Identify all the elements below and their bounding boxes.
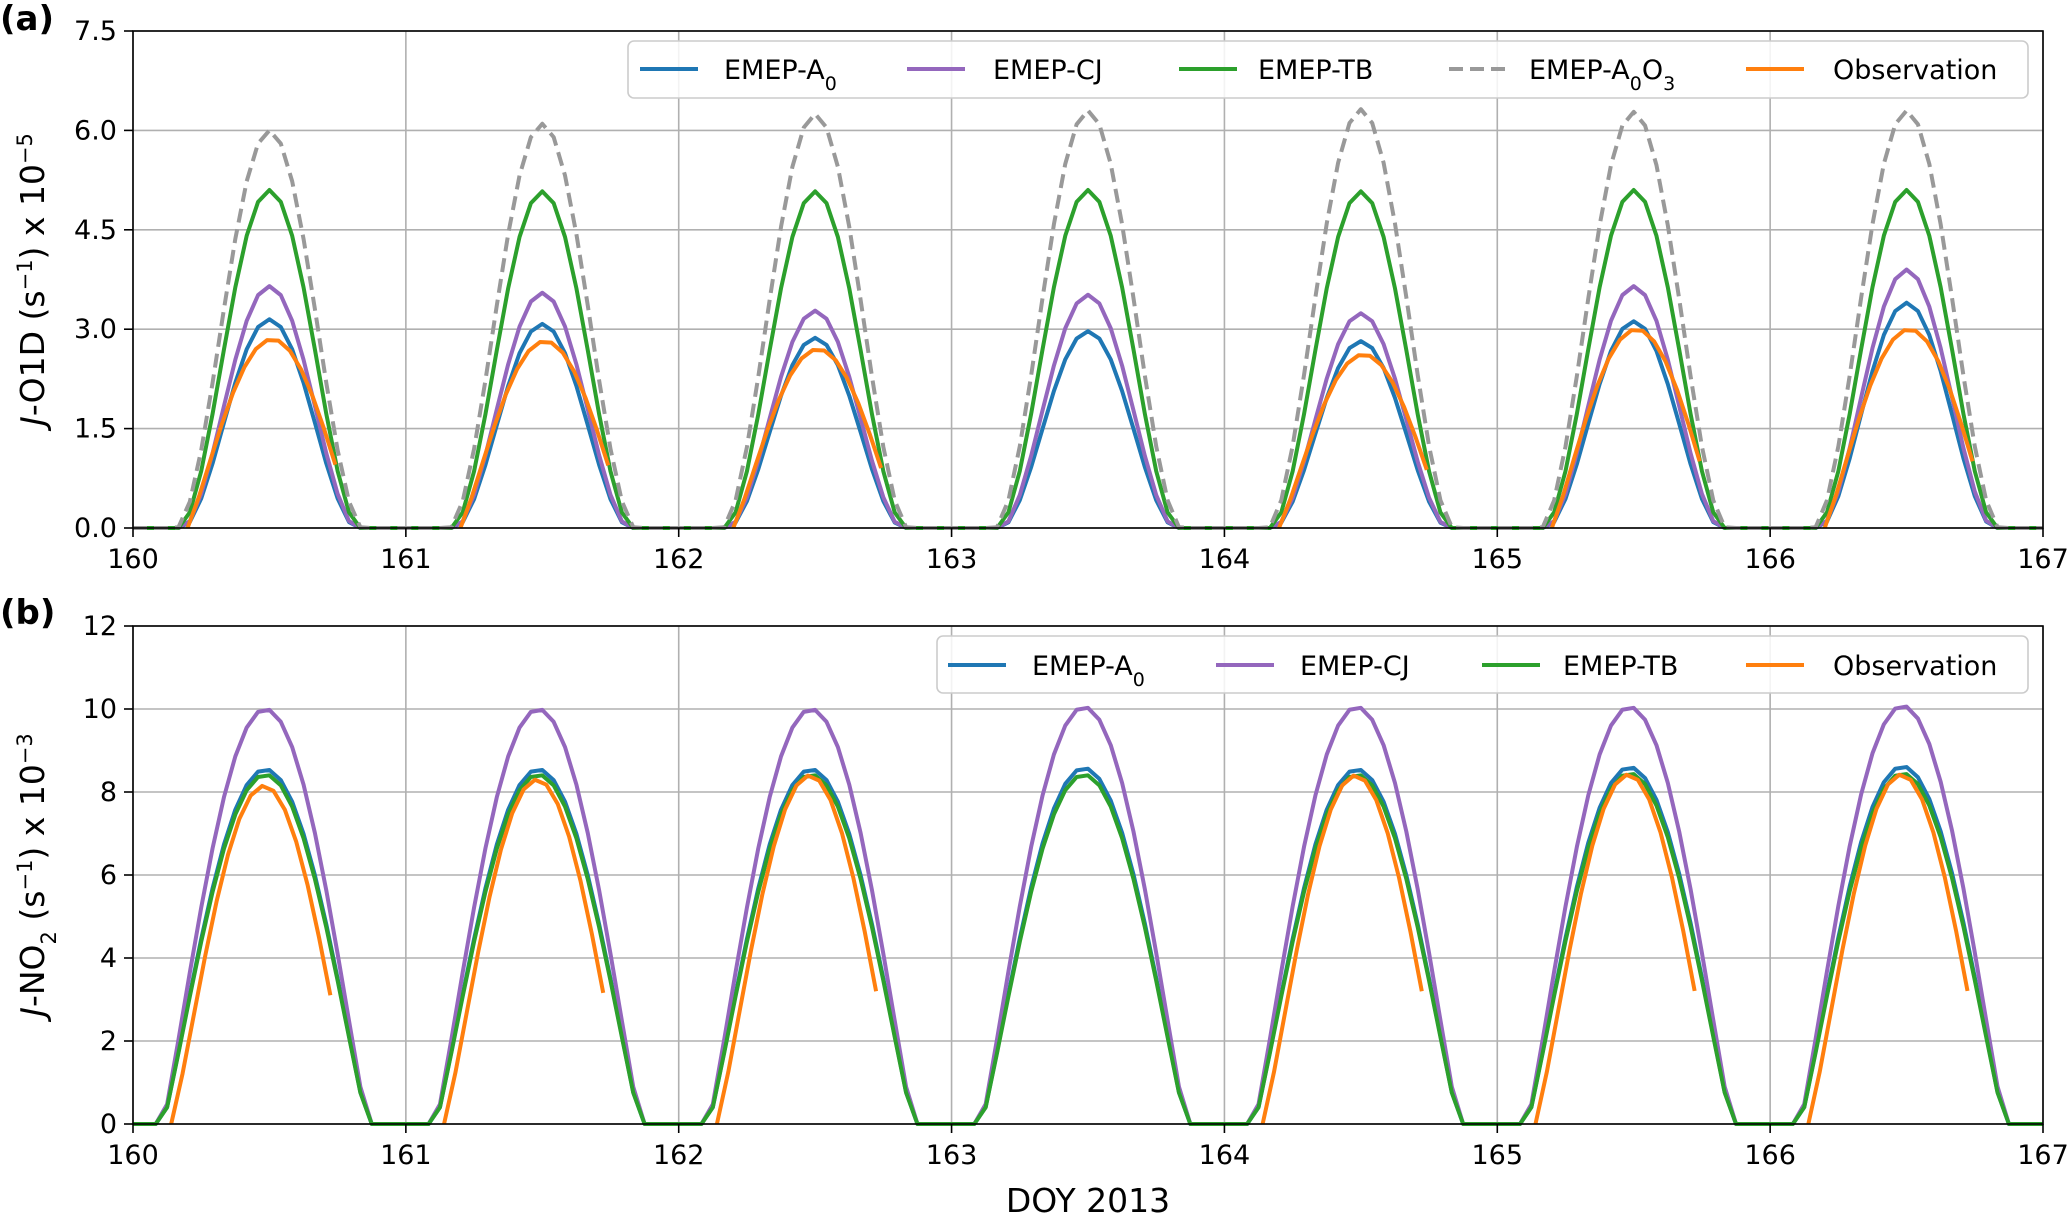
panel-b-series bbox=[133, 704, 2043, 1126]
panel-a-label: (a) bbox=[0, 0, 54, 39]
series-emep-a- bbox=[133, 765, 2043, 1126]
panel-a-axes-frame bbox=[132, 30, 2044, 529]
observation-day-segment bbox=[1806, 772, 1970, 1125]
series-emep-tb bbox=[133, 772, 2043, 1126]
x-tick-label: 162 bbox=[653, 1140, 705, 1171]
legend-label-emep-tb: EMEP-TB bbox=[1258, 55, 1373, 86]
x-tick-label: 161 bbox=[380, 1140, 432, 1171]
series-emep-tb bbox=[133, 188, 2043, 530]
x-tick-label: 163 bbox=[926, 1140, 978, 1171]
y-tick-label: 3.0 bbox=[74, 314, 117, 345]
series-emep-tb-line bbox=[133, 188, 2043, 530]
observation-day-segment bbox=[1822, 328, 1975, 529]
x-tick-label: 167 bbox=[2017, 1140, 2067, 1171]
x-tick-label: 160 bbox=[107, 1140, 159, 1171]
x-tick-label: 161 bbox=[380, 544, 432, 575]
panel-a-jo1d: 160 161 162 163 164 165 166 167 0.0 1.5 3.0 4.5 6.0 7… bbox=[0, 0, 2067, 575]
panel-a-ticks: 160 161 162 163 164 165 166 167 0.0 1.5 3.0 4.5 6.0 7… bbox=[74, 16, 2067, 575]
observation-day-segment bbox=[1277, 353, 1429, 529]
x-tick-label: 166 bbox=[1744, 544, 1796, 575]
legend-label-emep-tb-b: EMEP-TB bbox=[1563, 651, 1678, 682]
y-tick-label: 4 bbox=[100, 943, 117, 974]
panel-a-y-axis-label: J-O1D (s−1) x 10−5 bbox=[13, 133, 52, 432]
x-tick-label: 167 bbox=[2017, 544, 2067, 575]
y-tick-label: 10 bbox=[83, 694, 117, 725]
y-tick-label: 0 bbox=[100, 1109, 117, 1140]
legend-label-emep-cj-b: EMEP-CJ bbox=[1300, 651, 1410, 682]
x-tick-label: 163 bbox=[926, 544, 978, 575]
y-tick-label: 0.0 bbox=[74, 513, 117, 544]
legend-label-observation: Observation bbox=[1833, 55, 1997, 86]
y-tick-label: 2 bbox=[100, 1026, 117, 1057]
x-tick-label: 164 bbox=[1199, 544, 1251, 575]
panel-b-ticks: 160 161 162 163 164 165 166 167 0 2 4 6 8 10 12 bbox=[83, 611, 2067, 1171]
x-tick-label: 166 bbox=[1744, 1140, 1796, 1171]
x-tick-label: 164 bbox=[1199, 1140, 1251, 1171]
observation-day-segment bbox=[731, 347, 883, 529]
y-tick-label: 12 bbox=[83, 611, 117, 642]
x-tick-label: 162 bbox=[653, 544, 705, 575]
panel-a-legend-box bbox=[627, 40, 2029, 99]
observation-day-segment bbox=[1260, 773, 1424, 1125]
observation-day-segment bbox=[1533, 772, 1697, 1125]
panel-b-jno2: 160 161 162 163 164 165 166 167 0 2 4 6 8 10 12 (b) J-… bbox=[0, 593, 2067, 1218]
y-tick-label: 8 bbox=[100, 777, 117, 808]
series-emep-tb-line bbox=[133, 772, 2043, 1126]
panel-b-y-axis-label: J-NO2 (s−1) x 10−3 bbox=[13, 733, 61, 1023]
series-emep-a--line bbox=[133, 300, 2043, 530]
x-axis-label: DOY 2013 bbox=[1006, 1181, 1170, 1218]
y-tick-label: 1.5 bbox=[74, 414, 117, 445]
panel-a-legend: EMEP-A0 EMEP-CJ EMEP-TB EMEP-A0O3 Observ… bbox=[627, 40, 2029, 99]
series-observation bbox=[185, 328, 1975, 529]
y-tick-label: 6 bbox=[100, 860, 117, 891]
y-tick-label: 7.5 bbox=[74, 16, 117, 47]
series-observation bbox=[169, 772, 1970, 1125]
panel-b-grid bbox=[132, 625, 2044, 1125]
legend-label-observation-b: Observation bbox=[1833, 651, 1997, 682]
observation-day-segment bbox=[714, 773, 879, 1125]
observation-day-segment bbox=[442, 777, 606, 1125]
series-emep-cj-line bbox=[133, 267, 2043, 530]
panel-a-grid bbox=[132, 30, 2044, 529]
observation-day-segment bbox=[458, 340, 611, 529]
panel-b-label: (b) bbox=[0, 593, 55, 633]
panel-a-series bbox=[133, 107, 2043, 530]
y-tick-label: 4.5 bbox=[74, 215, 117, 246]
series-emep-a--line bbox=[133, 765, 2043, 1126]
panel-b-legend: EMEP-A0 EMEP-CJ EMEP-TB Observation bbox=[936, 635, 2029, 694]
observation-day-segment bbox=[1549, 328, 1702, 529]
x-tick-label: 165 bbox=[1472, 1140, 1524, 1171]
series-emep-a-o- bbox=[133, 107, 2043, 530]
observation-day-segment bbox=[185, 338, 338, 529]
x-tick-label: 165 bbox=[1472, 544, 1524, 575]
legend-label-emep-cj: EMEP-CJ bbox=[993, 55, 1103, 86]
x-tick-label: 160 bbox=[107, 544, 159, 575]
y-tick-label: 6.0 bbox=[74, 115, 117, 146]
series-emep-cj bbox=[133, 267, 2043, 530]
series-emep-a-o--line bbox=[133, 107, 2043, 530]
series-emep-a- bbox=[133, 300, 2043, 530]
observation-day-segment bbox=[169, 783, 333, 1125]
